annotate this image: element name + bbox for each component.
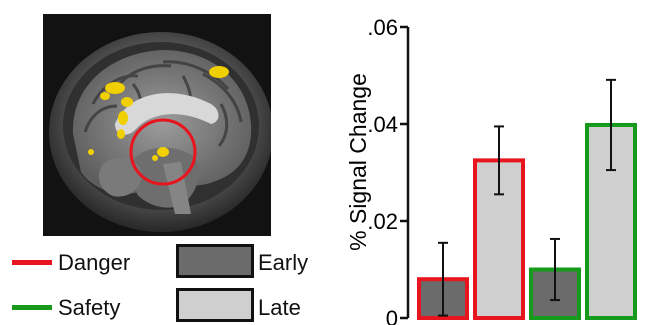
roi-highlight-circle <box>129 118 197 186</box>
error-bar <box>606 78 616 172</box>
y-tick-label: .02 <box>367 209 398 234</box>
legend-safety-label: Safety <box>58 295 121 320</box>
legend-late-swatch <box>176 288 254 322</box>
y-tick-label: .06 <box>367 15 398 40</box>
legend-late-label: Late <box>258 295 301 320</box>
legend-early-swatch <box>176 244 254 278</box>
y-tick-label: .04 <box>367 112 398 137</box>
legend-danger-label: Danger <box>58 250 131 275</box>
y-tick-label: 0 <box>386 306 398 325</box>
legend-safety-swatch <box>12 305 52 310</box>
error-bar <box>550 237 560 302</box>
bar-chart: 0 .02 .04 .06 % Signal Change <box>345 15 637 325</box>
legend: Danger Safety Early Late <box>0 238 330 325</box>
y-axis-label: % Signal Change <box>345 73 371 251</box>
legend-early-label: Early <box>258 250 309 275</box>
y-axis: 0 .02 .04 .06 <box>367 15 410 325</box>
bars-group <box>417 78 637 321</box>
error-bar <box>438 241 448 317</box>
brain-scan-image <box>43 14 271 236</box>
bar-safety-late <box>585 122 637 320</box>
error-bar <box>494 125 504 196</box>
legend-danger-swatch <box>12 260 52 265</box>
